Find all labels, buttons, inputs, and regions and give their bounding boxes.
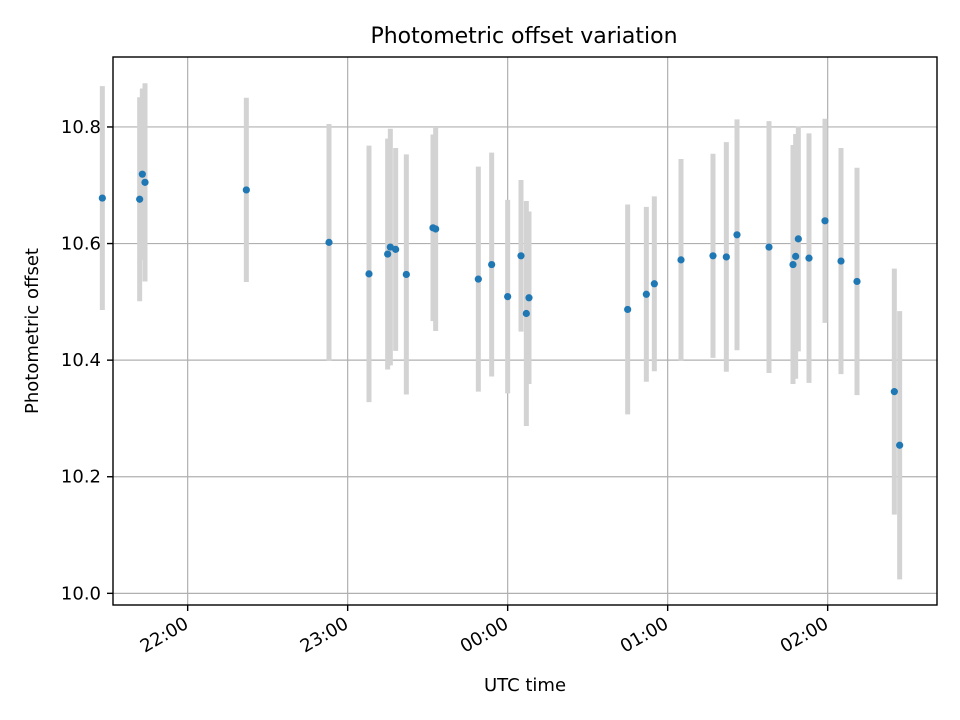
- data-point: [432, 225, 440, 233]
- data-point: [136, 195, 144, 203]
- data-point: [794, 235, 802, 243]
- x-axis-label: UTC time: [484, 675, 566, 696]
- data-point: [722, 253, 730, 261]
- data-point: [384, 250, 392, 258]
- data-point: [821, 217, 829, 225]
- y-axis-label: Photometric offset: [22, 248, 43, 414]
- data-point: [733, 231, 741, 239]
- data-point: [392, 245, 400, 253]
- data-point: [98, 194, 106, 202]
- data-point: [402, 270, 410, 279]
- data-point: [138, 170, 146, 178]
- data-point: [853, 277, 861, 286]
- data-point: [325, 238, 333, 246]
- y-tick-label: 10.6: [61, 234, 101, 255]
- data-point: [522, 309, 530, 318]
- data-point: [474, 275, 482, 283]
- data-point: [765, 243, 773, 251]
- data-point: [789, 260, 797, 269]
- data-point: [709, 252, 717, 260]
- data-point: [517, 252, 525, 260]
- data-point: [141, 178, 149, 186]
- data-point: [365, 270, 373, 278]
- data-point: [242, 186, 250, 194]
- y-tick-label: 10.4: [61, 350, 101, 371]
- data-point: [624, 305, 632, 314]
- data-point: [488, 260, 496, 269]
- data-point: [525, 294, 533, 302]
- data-point: [504, 293, 512, 301]
- data-point: [650, 280, 658, 288]
- data-points: [98, 170, 904, 449]
- data-point: [792, 252, 800, 260]
- y-tick-label: 10.2: [61, 467, 101, 488]
- data-point: [805, 254, 813, 262]
- data-point: [677, 256, 685, 264]
- data-point: [642, 290, 650, 298]
- data-point: [896, 441, 904, 449]
- data-point: [837, 257, 845, 265]
- y-tick-label: 10.0: [61, 583, 101, 604]
- plot-frame: [112, 56, 938, 606]
- data-point: [890, 388, 898, 396]
- chart-title: Photometric offset variation: [370, 24, 677, 49]
- y-tick-label: 10.8: [61, 117, 101, 138]
